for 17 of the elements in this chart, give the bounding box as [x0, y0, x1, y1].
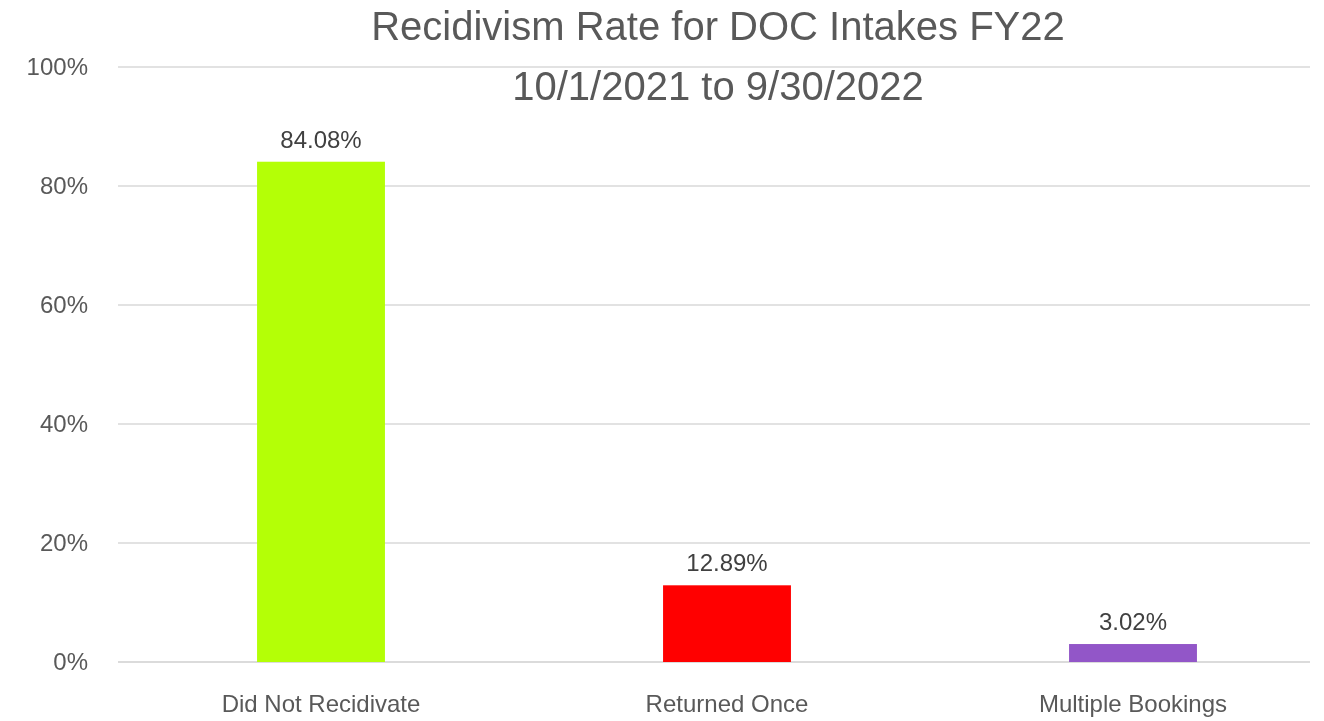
chart-title: Recidivism Rate for DOC Intakes FY22 — [371, 4, 1065, 48]
y-tick-label: 80% — [39, 172, 88, 200]
y-tick-label: 40% — [39, 410, 88, 438]
y-tick-label: 60% — [39, 291, 88, 319]
bar — [1069, 644, 1197, 662]
bar — [257, 161, 385, 662]
y-tick-label: 0% — [53, 648, 88, 676]
data-label: 3.02% — [1098, 608, 1168, 636]
x-tick-label: Returned Once — [645, 690, 809, 717]
bar — [663, 585, 791, 662]
y-tick-label: 100% — [26, 53, 88, 81]
y-tick-label: 20% — [39, 529, 88, 557]
chart-subtitle: 10/1/2021 to 9/30/2022 — [512, 64, 924, 108]
x-tick-label: Did Not Recidivate — [221, 690, 421, 717]
data-label: 12.89% — [686, 549, 768, 577]
x-tick-label: Multiple Bookings — [1038, 690, 1228, 717]
data-label: 84.08% — [280, 125, 362, 153]
